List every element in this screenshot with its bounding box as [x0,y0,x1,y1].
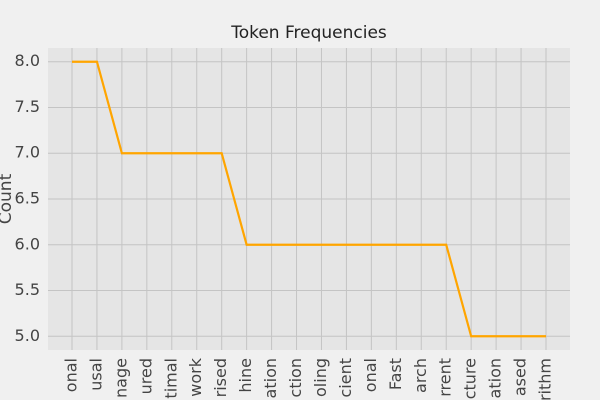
x-tick-label: ased [511,358,530,396]
x-tick-label: rised [211,358,230,397]
y-tick-label: 7.5 [15,97,40,116]
x-tick-label: timal [161,358,180,399]
x-tick-label: Fast [386,358,405,390]
x-tick-label: work [186,357,205,396]
y-tick-label: 7.0 [15,143,40,162]
x-tick-label: ured [136,358,155,394]
x-tick-label: ation [261,358,280,398]
x-tick-label: nage [111,358,130,398]
y-tick-label: 6.5 [15,189,40,208]
x-tick-label: onal [62,358,81,392]
y-tick-label: 5.0 [15,326,40,345]
x-tick-label: rrent [436,358,455,397]
x-tick-label: usal [86,358,105,391]
x-tick-label: rithm [536,358,555,400]
y-tick-label: 8.0 [15,51,40,70]
x-tick-label: hine [236,358,255,393]
chart-title: Token Frequencies [230,23,387,43]
y-tick-label: 5.5 [15,280,40,299]
x-tick-label: onal [361,358,380,392]
x-tick-label: ction [286,358,305,397]
x-tick-label: oling [311,358,330,397]
x-tick-label: ation [486,358,505,398]
line [72,60,546,338]
y-tick-label: 6.0 [15,234,40,253]
x-tick-label: cture [461,358,480,399]
x-tick-label: cient [336,358,355,398]
y-axis-label: Count [0,173,16,224]
x-tick-label: arch [411,358,430,393]
